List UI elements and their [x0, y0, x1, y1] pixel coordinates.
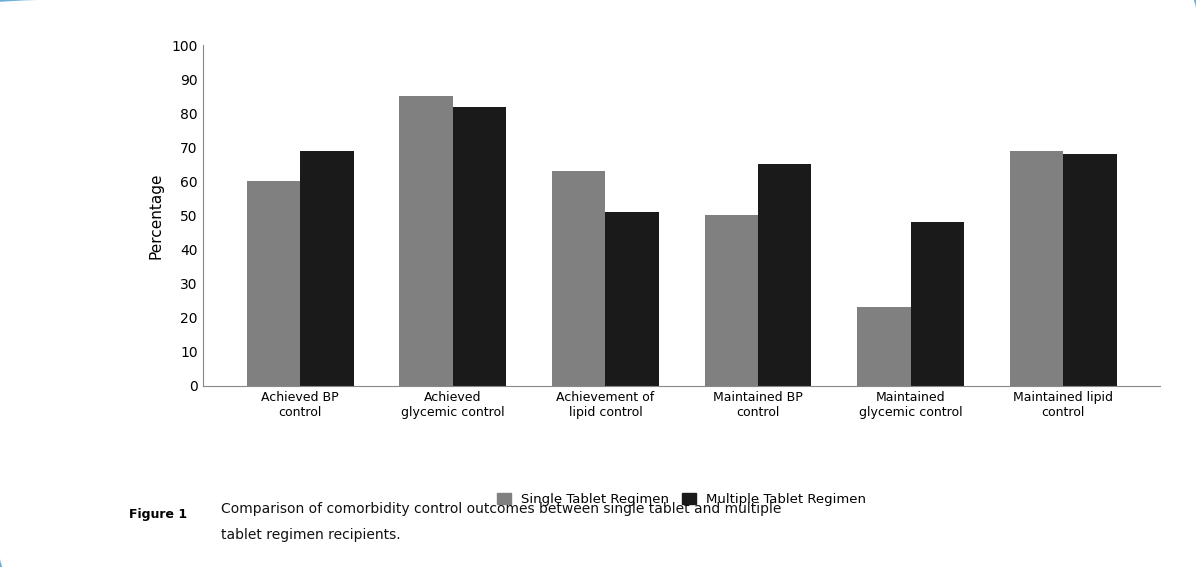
- Bar: [1009, 151, 1063, 386]
- Bar: [553, 171, 605, 386]
- Bar: [758, 164, 811, 386]
- Bar: [246, 181, 300, 386]
- Bar: [605, 212, 659, 386]
- Y-axis label: Percentage: Percentage: [148, 172, 163, 259]
- Bar: [858, 307, 910, 386]
- Text: tablet regimen recipients.: tablet regimen recipients.: [221, 528, 401, 543]
- Legend: Single Tablet Regimen, Multiple Tablet Regimen: Single Tablet Regimen, Multiple Tablet R…: [492, 488, 872, 511]
- Bar: [399, 96, 453, 386]
- Text: Figure 1: Figure 1: [129, 508, 188, 521]
- Text: Comparison of comorbidity control outcomes between single tablet and multiple: Comparison of comorbidity control outcom…: [221, 502, 782, 516]
- Bar: [453, 107, 506, 386]
- Bar: [1063, 154, 1117, 386]
- Bar: [704, 215, 758, 386]
- Bar: [910, 222, 964, 386]
- Bar: [300, 151, 354, 386]
